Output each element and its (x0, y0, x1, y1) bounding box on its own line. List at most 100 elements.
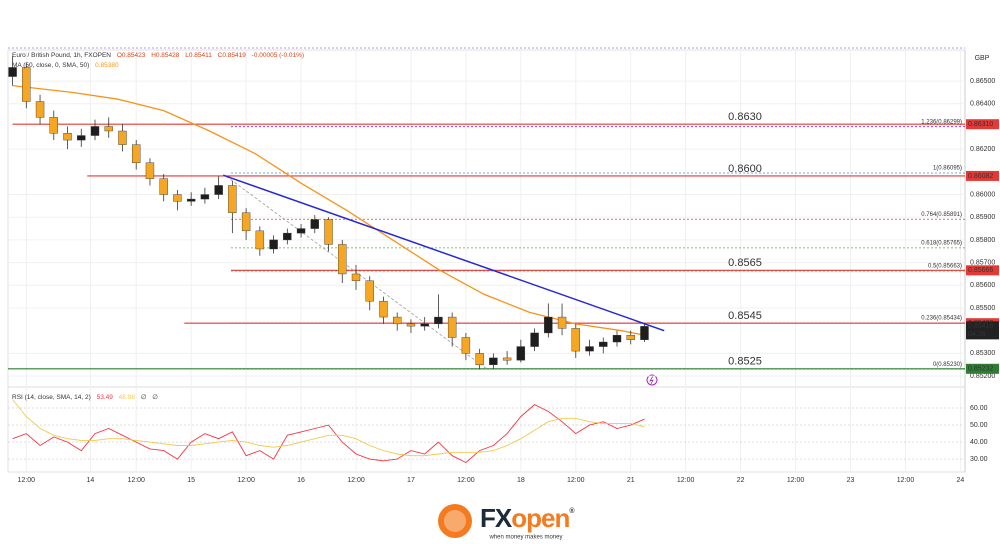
candle-body (63, 133, 72, 141)
x-tick-label: 12:00 (897, 477, 915, 484)
y-tick-label: 0.86200 (970, 146, 995, 153)
rsi-legend: RSI (14, close, SMA, 14, 2) 53.49 48.98 … (12, 393, 162, 401)
candle-body (379, 300, 388, 318)
fib-label: 0(0.85230) (933, 362, 962, 368)
rsi-line (12, 404, 645, 464)
candle-body (159, 178, 168, 195)
trendline (222, 174, 665, 332)
candle-body (186, 198, 196, 202)
y-tick-label: 0.86500 (970, 78, 995, 85)
x-tick-label: 12:00 (787, 477, 805, 484)
fib-label: 0.618(0.85765) (921, 240, 962, 246)
x-tick-label: 12:00 (457, 477, 475, 484)
logo-text: FXopen® (480, 503, 575, 533)
x-tick-label: 12:00 (677, 477, 695, 484)
price-tag (966, 363, 999, 374)
candle-body (544, 316, 553, 334)
last-price-tag (966, 321, 999, 340)
level-annotation: 0.8600 (728, 163, 762, 175)
candle-body (8, 67, 17, 77)
fib-label: 1.236(0.86299) (921, 119, 962, 125)
x-tick-label: 18 (517, 477, 525, 484)
candle-body (173, 194, 182, 202)
candle-body (200, 194, 210, 200)
candle-body (310, 219, 319, 229)
price-tag (966, 170, 999, 181)
symbol-title: Euro / British Pound, 1h, FXOPEN (12, 52, 111, 59)
x-tick-label: 14 (87, 477, 95, 484)
price-tag (966, 265, 999, 276)
candle-body (640, 326, 649, 340)
level-annotation: 0.8565 (728, 257, 762, 269)
candle-body (406, 323, 416, 327)
candle-body (585, 346, 594, 352)
candle-body (118, 130, 127, 145)
candle-body (393, 316, 402, 325)
x-tick-label: 23 (847, 477, 855, 484)
y-tick-label: 50.00 (970, 422, 988, 429)
ma-value: 0.85380 (95, 62, 119, 69)
candle-body (132, 144, 141, 163)
logo-dark: FX (480, 503, 513, 533)
candle-body (241, 212, 251, 232)
x-tick-label: 16 (297, 477, 305, 484)
rsi-extra: ∅ (152, 394, 158, 401)
x-tick-label: 15 (187, 477, 195, 484)
candle-body (447, 316, 457, 338)
x-tick-label: 22 (737, 477, 745, 484)
candle-body (516, 346, 526, 361)
x-tick-label: 12:00 (347, 477, 365, 484)
y-tick-label: 0.85500 (970, 305, 995, 312)
candle-body (420, 323, 429, 327)
level-annotation: 0.8525 (728, 356, 762, 368)
candle-body (475, 353, 484, 365)
candle-body (571, 328, 580, 352)
y-tick-label: 0.85700 (970, 259, 995, 266)
candle-body (489, 357, 498, 365)
x-tick-label: 17 (407, 477, 415, 484)
ohlc-close: C0.85419 (217, 52, 246, 59)
price-tag-label: 0.85232 (968, 366, 993, 373)
fib-label: 0.5(0.85663) (928, 264, 962, 270)
fib-label: 0.764(0.85891) (921, 212, 962, 218)
candle-body (283, 232, 292, 241)
candle-body (77, 135, 86, 141)
y-tick-label: 60.00 (970, 405, 988, 412)
x-tick-label: 24 (957, 477, 965, 484)
candle-body (612, 335, 622, 343)
y-tick-label: 0.86000 (970, 191, 995, 198)
rsi-extra: ∅ (140, 394, 147, 401)
y-tick-label: 0.85900 (970, 214, 995, 221)
x-tick-label: 12:00 (237, 477, 255, 484)
candle-body (502, 357, 512, 361)
price-tag-label: 0.86310 (968, 121, 993, 128)
price-tag-label: 0.85666 (968, 267, 993, 274)
ohlc-change: -0.00005 (-0.01%) (251, 52, 305, 59)
y-tick-label: 0.85200 (970, 373, 995, 380)
ohlc-low: L0.85411 (185, 52, 212, 59)
candle-body (214, 185, 223, 195)
y-tick-label: 0.85800 (970, 237, 995, 244)
candle-body (351, 273, 361, 281)
candle-body (434, 316, 443, 325)
level-annotation: 0.8630 (728, 111, 762, 123)
candle-body (324, 219, 333, 245)
event-icon (646, 374, 658, 386)
x-tick-label: 21 (627, 477, 635, 484)
fib-anchor-line (226, 176, 488, 370)
candle-body (365, 280, 374, 302)
logo-emblem-inner (444, 510, 466, 532)
candle-body (228, 185, 237, 213)
logo-mark: ® (569, 507, 575, 515)
plot-frame (7, 49, 966, 473)
logo-emblem (438, 504, 472, 538)
rsi-line (12, 399, 645, 457)
y-tick-label: 0.85600 (970, 282, 995, 289)
candle-body (49, 117, 58, 134)
y-tick-label: 0.85300 (970, 350, 995, 357)
grid (8, 50, 965, 472)
x-tick-label: 12:00 (567, 477, 585, 484)
candle-body (530, 332, 539, 347)
x-tick-label: 12:00 (18, 477, 36, 484)
